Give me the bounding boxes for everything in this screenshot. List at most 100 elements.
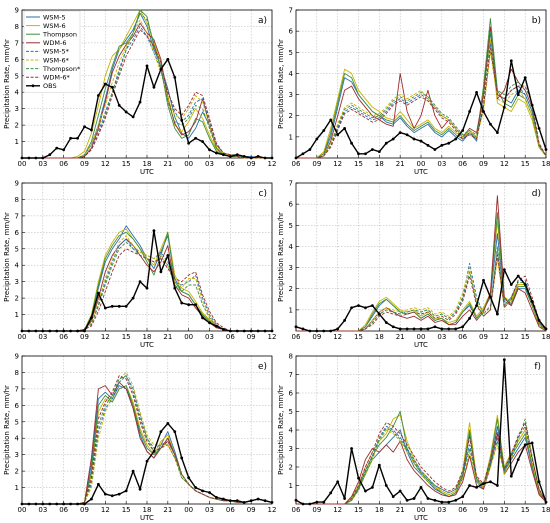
obs-point	[117, 492, 121, 496]
x-tick-label: 18	[542, 333, 550, 341]
panel-label: c)	[259, 189, 267, 199]
obs-point	[221, 327, 225, 331]
y-axis-label: Precipitation Rate, mm/hr	[3, 39, 11, 129]
y-tick-label: 3	[289, 445, 293, 453]
obs-point	[152, 449, 156, 453]
obs-point	[110, 304, 114, 308]
obs-point	[152, 85, 156, 89]
x-tick-label: 09	[312, 160, 321, 168]
x-tick-label: 09	[247, 160, 256, 168]
obs-point	[270, 500, 274, 504]
obs-point	[263, 329, 267, 333]
obs-point	[350, 447, 353, 450]
y-tick-label: 4	[289, 70, 294, 78]
x-tick-label: 09	[312, 333, 321, 341]
y-tick-label: 2	[289, 285, 293, 293]
obs-point	[475, 91, 478, 94]
chart-panel-c: 00 03 06 09 12 15 18 21 00 03 06 09 12123456789UTCPr…	[3, 180, 276, 350]
series-line-wdm-6-star	[22, 29, 272, 159]
obs-point	[124, 110, 128, 114]
x-tick-label: 15	[354, 506, 363, 514]
obs-point	[173, 286, 177, 290]
x-tick-label: 00	[417, 333, 426, 341]
obs-point	[523, 443, 527, 447]
obs-point	[391, 325, 395, 329]
obs-point	[138, 280, 142, 284]
panels-container: 00 03 06 09 12 15 18 21 00 03 06 09 12123456789UTCPr…	[3, 7, 550, 523]
obs-point	[103, 492, 107, 496]
x-tick-label: 03	[437, 160, 446, 168]
x-tick-label: 00	[184, 160, 193, 168]
obs-point	[537, 126, 541, 130]
x-tick-label: 06	[458, 506, 467, 514]
y-tick-label: 2	[289, 112, 293, 120]
y-tick-label: 1	[15, 138, 19, 146]
obs-point	[377, 312, 381, 316]
obs-point	[370, 485, 374, 489]
x-tick-label: 18	[375, 160, 384, 168]
obs-point	[187, 141, 191, 145]
obs-point	[180, 301, 184, 305]
obs-point	[215, 324, 218, 328]
obs-point	[83, 329, 86, 333]
obs-point	[308, 148, 312, 151]
y-tick-label: 7	[289, 371, 293, 379]
obs-point	[96, 94, 100, 97]
y-tick-label: 5	[15, 418, 19, 426]
obs-point	[20, 502, 24, 506]
y-tick-label: 3	[15, 105, 19, 113]
y-tick-label: 7	[15, 385, 19, 393]
obs-point	[180, 118, 184, 122]
obs-point	[336, 480, 340, 484]
obs-point	[419, 139, 423, 143]
obs-point	[69, 329, 73, 333]
obs-point	[412, 327, 416, 331]
x-tick-label: 09	[247, 333, 256, 341]
obs-point	[301, 327, 305, 331]
obs-point	[249, 329, 253, 333]
x-axis-label: UTC	[414, 168, 428, 176]
x-tick-label: 09	[479, 506, 488, 514]
obs-point	[495, 312, 499, 316]
obs-point	[357, 152, 360, 156]
obs-point	[384, 484, 388, 487]
obs-point	[440, 500, 444, 504]
x-tick-label: 00	[184, 333, 193, 341]
obs-point	[516, 458, 520, 461]
x-tick-label: 12	[101, 333, 110, 341]
legend-marker	[31, 84, 35, 88]
obs-point	[440, 327, 444, 331]
obs-point	[208, 321, 211, 325]
obs-point	[173, 76, 177, 79]
x-tick-label: 00	[417, 160, 426, 168]
series-line-wdm-6	[296, 26, 547, 159]
y-tick-label: 7	[289, 7, 293, 15]
obs-point	[489, 122, 492, 126]
y-tick-label: 9	[15, 7, 19, 15]
obs-point	[495, 484, 499, 487]
x-tick-label: 12	[268, 506, 277, 514]
x-tick-label: 09	[80, 160, 89, 168]
series-line-wdm-6-star	[22, 375, 273, 505]
obs-point	[343, 319, 347, 322]
x-tick-label: 12	[333, 506, 342, 514]
legend-entry-label: WDM-6*	[43, 74, 71, 82]
obs-point	[131, 469, 135, 473]
obs-point	[454, 327, 458, 331]
obs-point	[103, 306, 107, 310]
y-tick-label: 2	[15, 295, 19, 303]
obs-point	[263, 156, 267, 160]
obs-point	[405, 133, 409, 137]
obs-point	[145, 286, 149, 290]
x-tick-label: 18	[375, 506, 384, 514]
obs-point	[502, 358, 506, 362]
series-line-wdm-6-star	[296, 47, 547, 159]
x-tick-label: 18	[542, 506, 550, 514]
obs-point	[235, 499, 239, 503]
x-tick-label: 18	[143, 506, 152, 514]
obs-point	[489, 480, 492, 484]
x-tick-label: 09	[479, 160, 488, 168]
obs-point	[27, 329, 31, 333]
legend-entry-label: Thompson*	[42, 65, 81, 73]
obs-point	[468, 110, 472, 113]
